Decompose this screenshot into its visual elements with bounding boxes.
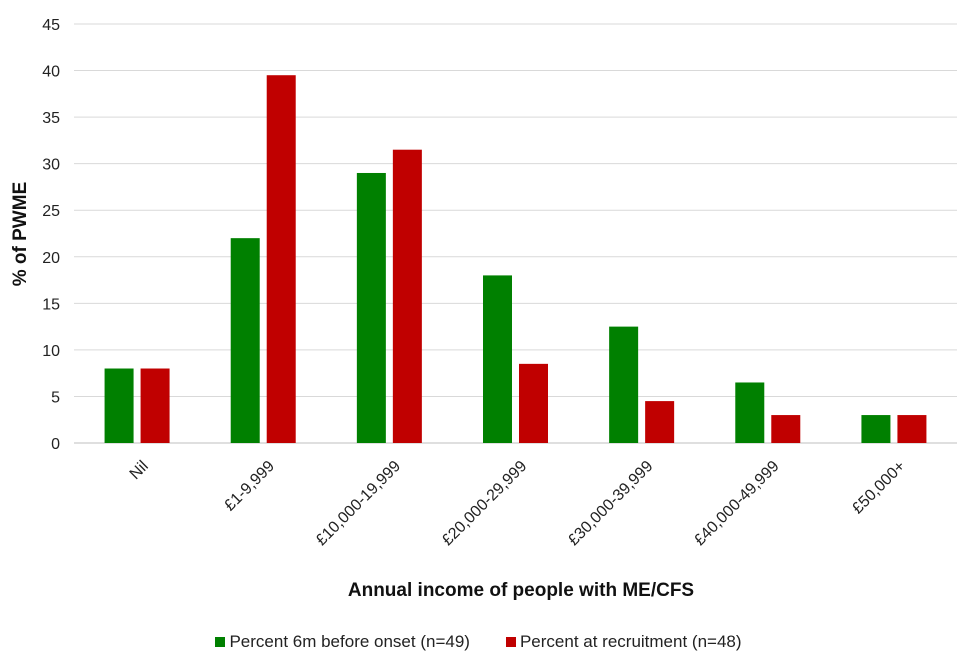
bar-before-onset	[104, 368, 134, 443]
legend-label-before-onset: Percent 6m before onset (n=49)	[229, 632, 470, 651]
x-axis-ticks: Nil £1-9,999 £10,000-19,999 £20,000-29,999 £…	[127, 458, 909, 549]
y-tick-label: 15	[42, 296, 60, 313]
grid-lines	[74, 23, 957, 444]
bar-at-recruitment	[645, 401, 675, 443]
x-axis-title: Annual income of people with ME/CFS	[348, 580, 694, 601]
bar-before-onset	[483, 275, 512, 443]
bar-at-recruitment	[140, 368, 170, 443]
bar-before-onset	[861, 415, 891, 443]
y-tick-label: 30	[42, 157, 60, 174]
y-axis-ticks: 0 5 10 15 20 25 30 35 40 45	[42, 17, 60, 453]
bar-at-recruitment	[897, 415, 927, 443]
y-tick-label: 20	[42, 250, 60, 267]
x-tick-label: £30,000-39,999	[565, 458, 656, 549]
bar-before-onset	[735, 382, 765, 443]
bar-at-recruitment	[771, 415, 801, 443]
x-tick-label: £40,000-49,999	[691, 458, 782, 549]
legend-swatch-red	[505, 637, 516, 647]
y-tick-label: 10	[42, 343, 60, 360]
y-tick-label: 35	[42, 110, 60, 127]
bar-before-onset	[230, 238, 260, 443]
y-tick-label: 25	[42, 203, 60, 220]
y-tick-label: 45	[42, 17, 60, 34]
bar-at-recruitment	[519, 363, 548, 443]
legend: Percent 6m before onset (n=49) Percent a…	[0, 632, 957, 652]
bar-before-onset	[609, 326, 639, 443]
bar-before-onset	[356, 172, 386, 443]
legend-item-at-recruitment: Percent at recruitment (n=48)	[505, 632, 742, 652]
bar-at-recruitment	[266, 75, 296, 443]
legend-label-at-recruitment: Percent at recruitment (n=48)	[519, 632, 742, 651]
bars	[104, 75, 927, 443]
y-tick-label: 40	[42, 64, 60, 81]
bar-at-recruitment	[392, 149, 422, 443]
y-tick-label: 5	[51, 389, 60, 406]
x-tick-label: £10,000-19,999	[313, 458, 404, 549]
legend-swatch-green	[215, 637, 226, 647]
x-tick-label: Nil	[127, 458, 152, 483]
legend-item-before-onset: Percent 6m before onset (n=49)	[215, 632, 470, 652]
x-tick-label: £20,000-29,999	[439, 458, 530, 549]
x-tick-label: £1-9,999	[221, 458, 278, 515]
y-axis-title: % of PWME	[10, 182, 31, 287]
x-tick-label: £50,000+	[849, 458, 909, 518]
y-tick-label: 0	[51, 436, 60, 453]
